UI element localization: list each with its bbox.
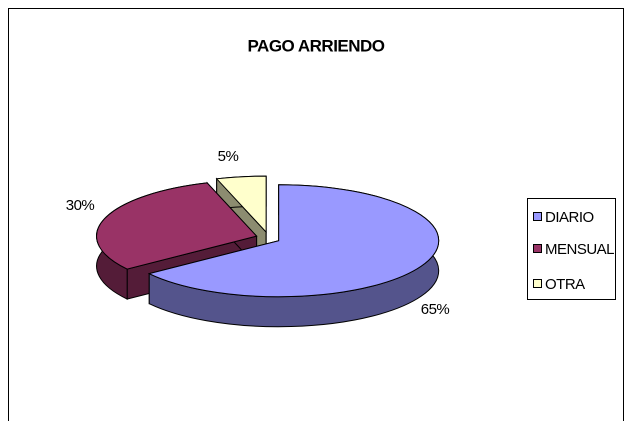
data-label: 5% — [218, 148, 239, 165]
slice — [147, 184, 440, 298]
legend-swatch — [533, 244, 542, 253]
legend-label: DIARIO — [545, 209, 594, 226]
data-label: 30% — [66, 197, 95, 214]
legend-swatch — [533, 212, 542, 221]
data-label: 65% — [421, 301, 450, 318]
legend-swatch — [533, 279, 542, 288]
legend-box — [527, 198, 616, 300]
chart-title: PAGO ARRIENDO — [247, 36, 384, 55]
slice — [96, 182, 258, 270]
legend-label: MENSUAL — [545, 241, 614, 258]
slice — [215, 175, 267, 234]
legend-label: OTRA — [545, 276, 585, 293]
